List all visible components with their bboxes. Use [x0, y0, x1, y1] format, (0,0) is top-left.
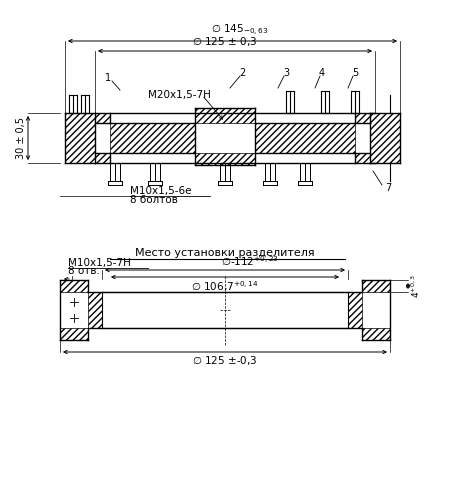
Text: M10x1,5-7H: M10x1,5-7H — [68, 258, 131, 268]
Text: $\varnothing$-112$^{+0,23}$: $\varnothing$-112$^{+0,23}$ — [221, 254, 279, 268]
Text: 3: 3 — [283, 68, 289, 78]
Polygon shape — [362, 328, 390, 340]
Text: $\varnothing$ 125 $\pm$-0,3: $\varnothing$ 125 $\pm$-0,3 — [192, 354, 258, 367]
Text: $\varnothing$ 145$_{-0,63}$: $\varnothing$ 145$_{-0,63}$ — [212, 23, 269, 38]
Polygon shape — [370, 113, 400, 163]
Polygon shape — [95, 113, 110, 123]
Polygon shape — [348, 292, 362, 328]
Text: 1: 1 — [105, 73, 111, 83]
Polygon shape — [65, 113, 95, 163]
Text: 5: 5 — [352, 68, 358, 78]
Text: 2: 2 — [239, 68, 245, 78]
Text: M20x1,5-7H: M20x1,5-7H — [148, 90, 211, 100]
Text: $\varnothing$ 106,7$^{+0,14}$: $\varnothing$ 106,7$^{+0,14}$ — [191, 279, 259, 294]
Polygon shape — [355, 153, 370, 163]
Text: M10x1,5-6е: M10x1,5-6е — [130, 186, 192, 196]
Polygon shape — [195, 153, 255, 165]
Polygon shape — [362, 280, 390, 292]
Text: 30 ± 0,5: 30 ± 0,5 — [16, 117, 26, 159]
Text: 4$^{+0,3}$: 4$^{+0,3}$ — [410, 274, 423, 298]
Polygon shape — [195, 108, 255, 123]
Text: 8 отв.: 8 отв. — [68, 266, 100, 276]
Polygon shape — [88, 292, 102, 328]
Polygon shape — [60, 328, 88, 340]
Polygon shape — [110, 123, 195, 153]
Polygon shape — [95, 153, 110, 163]
Text: 4: 4 — [319, 68, 325, 78]
Polygon shape — [255, 123, 355, 153]
Polygon shape — [60, 280, 88, 292]
Text: 7: 7 — [385, 183, 391, 193]
Text: $\varnothing$ 125 $\pm$ 0,3: $\varnothing$ 125 $\pm$ 0,3 — [193, 35, 257, 48]
Text: 8 болтов: 8 болтов — [130, 195, 178, 205]
Polygon shape — [355, 113, 370, 123]
Text: Место установки разделителя: Место установки разделителя — [135, 248, 315, 258]
